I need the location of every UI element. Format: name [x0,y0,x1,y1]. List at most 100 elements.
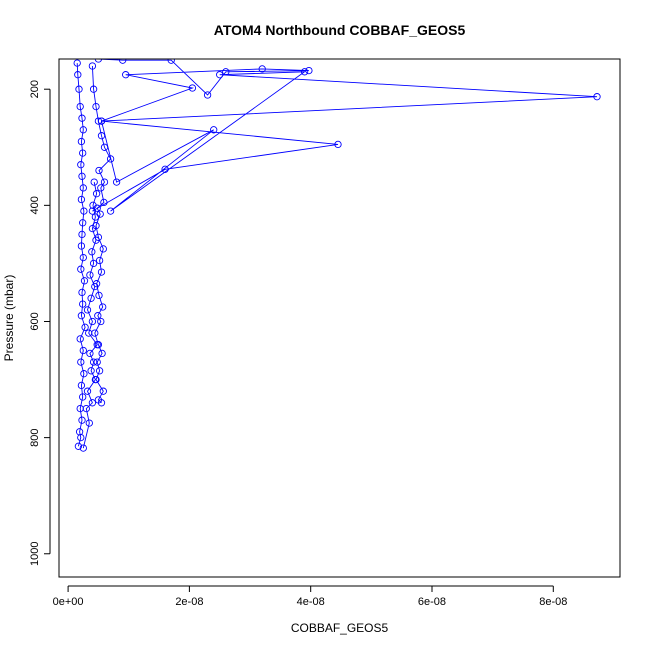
data-point [87,367,95,375]
data-point [258,65,266,73]
data-point [92,102,100,111]
data-point [97,117,106,125]
data-point [79,219,87,227]
data-point [90,178,98,186]
data-point [77,265,85,273]
data-point [87,294,95,302]
data-point [74,442,83,450]
data-point [97,268,106,276]
data-point [86,271,94,279]
data-point [73,59,81,67]
data-point [77,137,86,146]
data-point [94,396,103,404]
data-point [78,416,86,424]
data-point [79,149,87,157]
data-point [79,253,87,262]
data-point [112,178,121,186]
data-point [76,102,84,111]
data-point [80,207,88,215]
data-point [216,71,224,79]
data-point [79,444,87,452]
y-tick-label: 1000 [29,542,41,566]
data-point [89,259,98,268]
x-tick-label: 2e-08 [175,596,203,608]
data-point [78,288,86,297]
x-axis: 0e+00 2e-08 4e-08 6e-08 8e-08 [53,585,567,608]
data-point [93,358,101,366]
data-point [97,184,105,192]
data-point [80,370,88,378]
plot-area [73,59,601,452]
data-point [300,68,309,76]
data-point [88,248,96,256]
y-tick-label: 800 [29,428,41,446]
series-line-3 [91,65,112,404]
data-point [79,393,87,401]
series-line-4 [92,59,598,212]
data-point [95,291,103,300]
data-point [98,349,106,358]
data-point [94,341,103,349]
data-point [210,126,218,134]
x-tick-label: 4e-08 [297,596,325,608]
data-point [80,277,89,285]
data-point [203,91,212,99]
x-tick-label: 6e-08 [418,596,446,608]
data-point [122,71,130,79]
data-point [79,346,87,355]
data-point [75,428,84,436]
data-point [79,184,87,192]
data-point [77,161,85,169]
data-point [77,312,86,320]
x-tick-label: 8e-08 [539,596,567,608]
y-tick-label: 600 [29,312,41,330]
data-point [99,303,107,311]
data-point [75,85,83,93]
data-point [94,233,103,241]
data-point [167,59,175,64]
data-point [88,317,97,326]
data-point [77,242,86,250]
x-tick-label: 0e+00 [53,596,84,608]
data-point [334,140,342,149]
series-line-1 [76,63,86,447]
data-point [81,323,89,331]
data-point [91,329,99,337]
data-point [92,280,101,288]
data-point [92,222,100,230]
chart-title: ATOM4 Northbound COBBAF_GEOS5 [214,22,466,38]
data-point [86,349,94,358]
data-point [97,317,105,326]
data-point [95,166,103,175]
data-point [77,381,86,390]
data-point [92,375,100,384]
data-point [106,155,115,163]
data-point [74,71,82,79]
data-point [79,126,87,134]
data-point [95,256,104,265]
data-point [593,93,601,101]
data-point [77,195,86,204]
data-point [88,62,97,70]
data-point [106,207,115,215]
data-point [78,114,86,122]
data-point [88,207,97,215]
data-point [99,387,107,395]
data-point [83,306,92,314]
data-point [94,312,102,320]
data-point [88,399,97,407]
data-point [82,404,90,413]
data-point [85,419,93,427]
y-tick-label: 200 [29,80,41,98]
data-point [92,190,101,198]
data-point [100,178,109,186]
data-point [305,66,313,75]
data-point [222,68,230,76]
data-point [95,367,104,375]
data-point [83,387,92,395]
data-point [79,300,87,308]
data-point [119,59,127,64]
plot-border [58,58,621,578]
data-point [77,358,85,366]
